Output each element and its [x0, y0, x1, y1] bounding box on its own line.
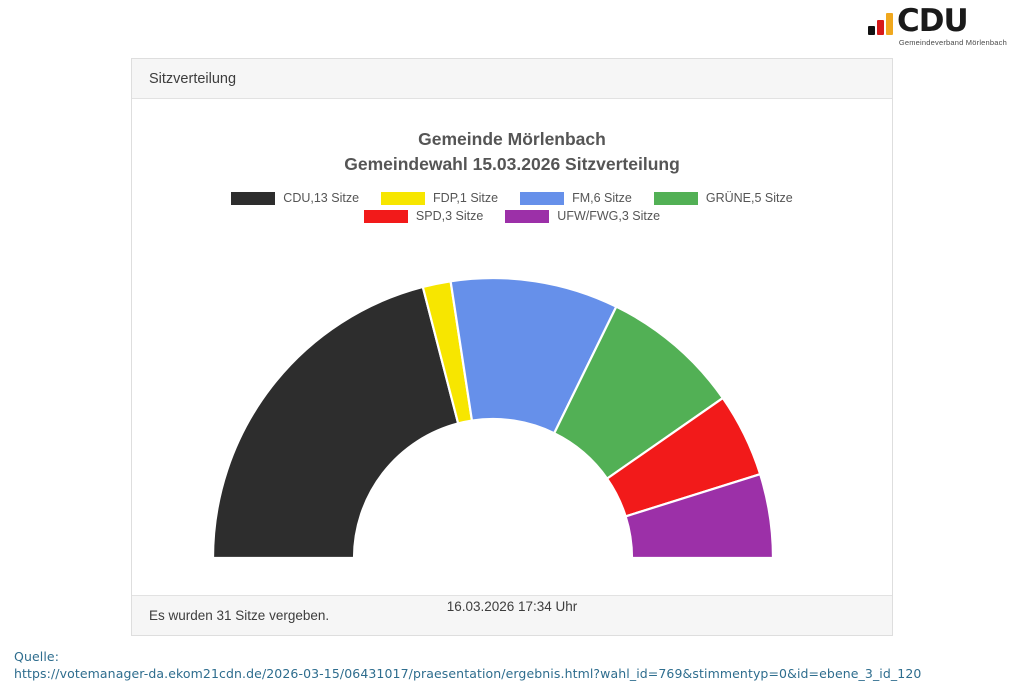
- cdu-logo: CDU Gemeindeverband Mörlenbach: [868, 6, 1008, 52]
- chart-timestamp: 16.03.2026 17:34 Uhr: [446, 599, 578, 614]
- source-url[interactable]: https://votemanager-da.ekom21cdn.de/2026…: [14, 666, 922, 681]
- legend-item[interactable]: CDU,13 Sitze: [231, 191, 359, 205]
- chart-title: Gemeinde Mörlenbach Gemeindewahl 15.03.2…: [132, 99, 892, 177]
- legend-item[interactable]: GRÜNE,5 Sitze: [653, 191, 793, 205]
- chart-legend: CDU,13 Sitze FDP,1 Sitze FM,6 Sitze GRÜNE,5…: [132, 191, 892, 223]
- sitzverteilung-card: Sitzverteilung Gemeinde Mörlenbach Gemei…: [131, 58, 893, 636]
- legend-swatch-icon: [363, 209, 408, 223]
- source-attribution: Quelle: https://votemanager-da.ekom21cdn…: [14, 648, 921, 682]
- logo-row: CDU: [868, 3, 1008, 39]
- legend-item[interactable]: FDP,1 Sitze: [381, 191, 498, 205]
- seat-segment-ufw-fwg[interactable]: [624, 472, 775, 560]
- legend-swatch-icon: [520, 191, 565, 205]
- legend-label: UFW/FWG,3 Sitze: [557, 209, 661, 223]
- legend-swatch-icon: [653, 191, 698, 205]
- legend-item[interactable]: UFW/FWG,3 Sitze: [505, 209, 660, 223]
- legend-label: GRÜNE,5 Sitze: [705, 191, 793, 205]
- cdu-bars-icon: [868, 13, 893, 36]
- legend-swatch-icon: [231, 191, 276, 205]
- legend-label: SPD,3 Sitze: [415, 209, 484, 223]
- card-footer: Es wurden 31 Sitze vergeben.: [132, 595, 892, 635]
- legend-item[interactable]: FM,6 Sitze: [520, 191, 632, 205]
- chart-title-line1: Gemeinde Mörlenbach: [418, 129, 606, 149]
- hemicycle-chart-wrap: [132, 267, 892, 567]
- seat-distribution-chart: [212, 276, 775, 560]
- legend-label: FM,6 Sitze: [572, 191, 632, 205]
- logo-bar-red: [877, 20, 884, 35]
- card-body: Gemeinde Mörlenbach Gemeindewahl 15.03.2…: [132, 99, 892, 614]
- legend-swatch-icon: [381, 191, 426, 205]
- cdu-subline: Gemeindeverband Mörlenbach: [898, 38, 1007, 47]
- card-header: Sitzverteilung: [132, 59, 892, 99]
- card-header-title: Sitzverteilung: [149, 70, 237, 87]
- cdu-wordmark: CDU: [897, 3, 969, 39]
- legend-swatch-icon: [505, 209, 550, 223]
- legend-label: CDU,13 Sitze: [283, 191, 360, 205]
- source-label: Quelle:: [14, 649, 59, 664]
- logo-bar-gold: [886, 13, 893, 35]
- logo-bar-black: [868, 26, 875, 35]
- legend-label: FDP,1 Sitze: [433, 191, 499, 205]
- chart-title-line2: Gemeindewahl 15.03.2026 Sitzverteilung: [344, 154, 680, 174]
- seats-assigned-note: Es wurden 31 Sitze vergeben.: [149, 608, 330, 623]
- legend-item[interactable]: SPD,3 Sitze: [363, 209, 484, 223]
- seat-segment-cdu[interactable]: [212, 285, 460, 560]
